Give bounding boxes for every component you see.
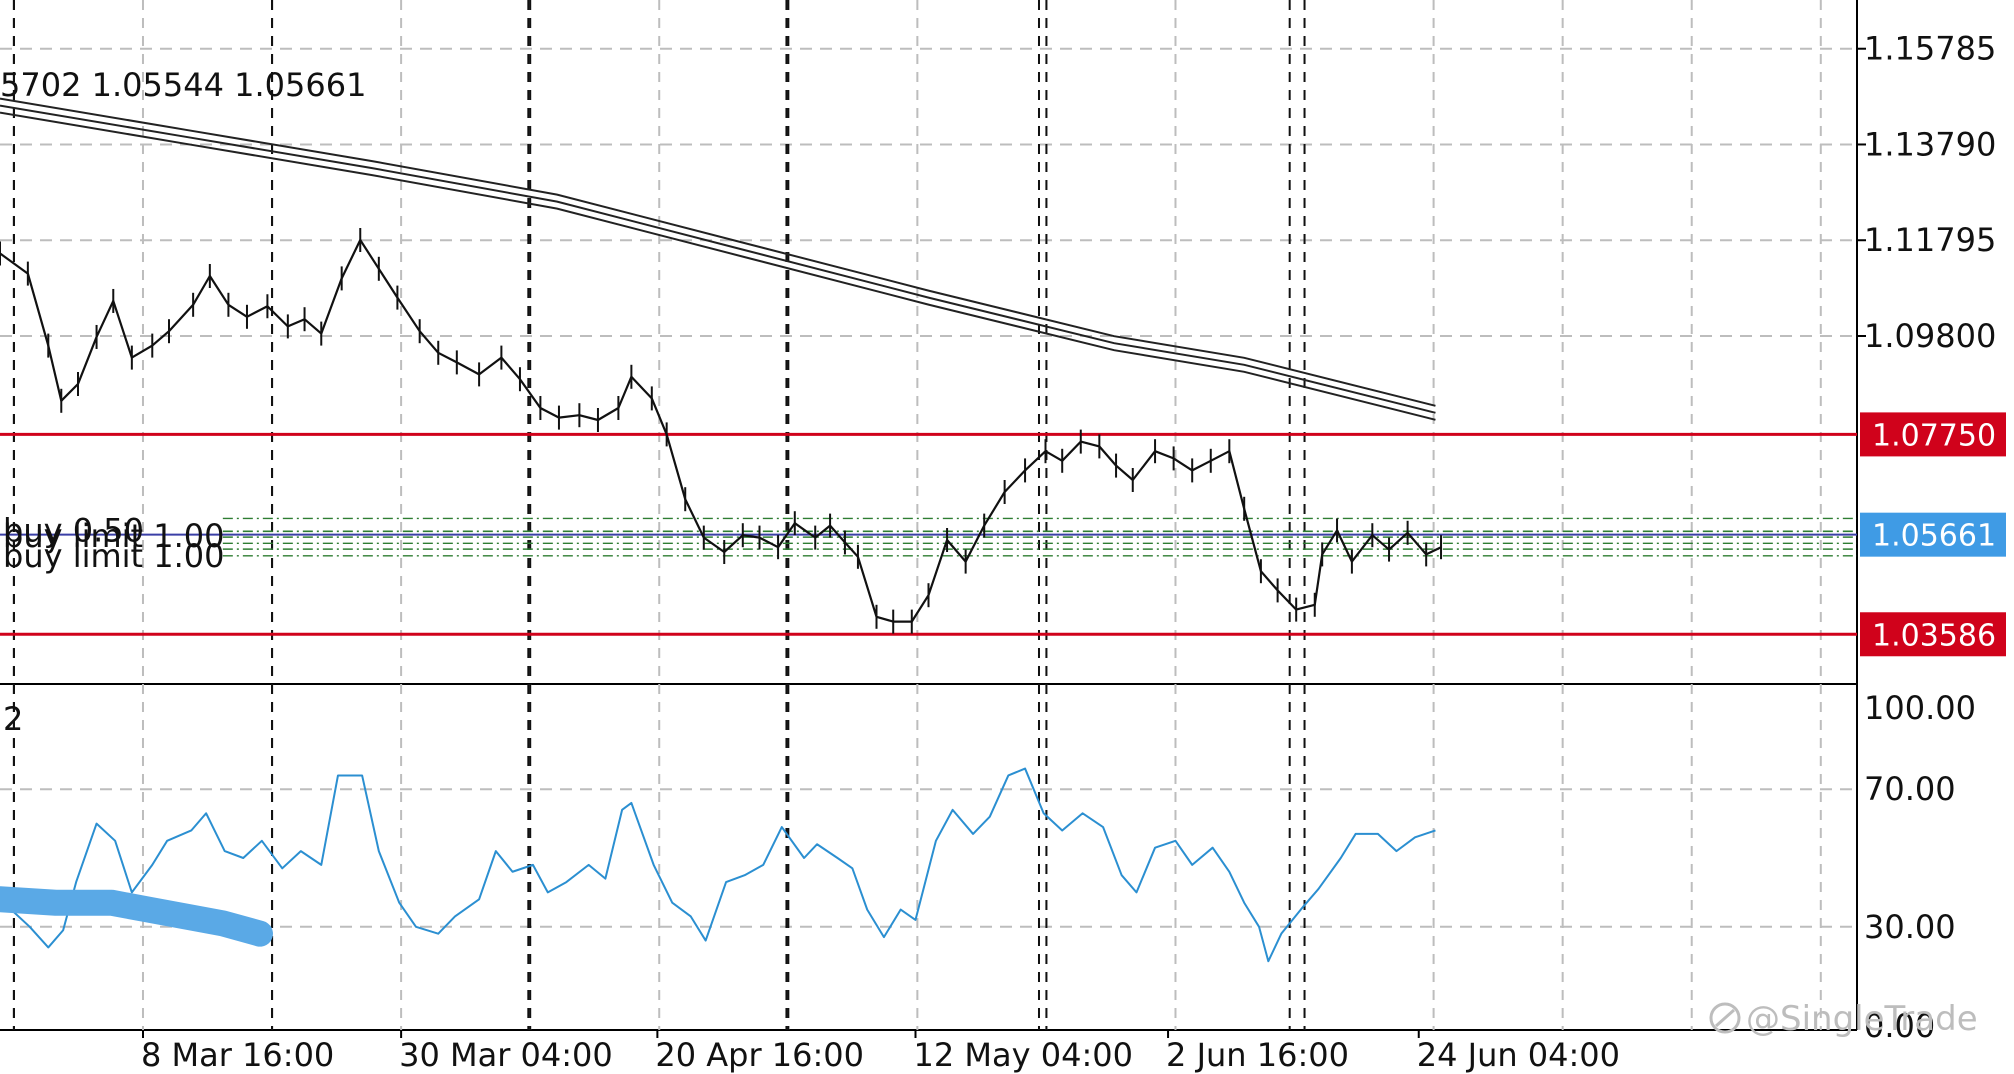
annotation-stroke — [0, 886, 273, 947]
oscillator-tick-label-3: 0.00 — [1864, 1007, 1935, 1045]
price-tag-resistance — [1860, 412, 2006, 457]
ohlc-readout: 5702 1.05544 1.05661 — [0, 66, 366, 104]
watermark-icon — [1709, 1002, 1741, 1034]
time-tick-label-1: 30 Mar 04:00 — [399, 1036, 613, 1074]
order-label-2: buy limit 1.00 — [3, 537, 225, 575]
time-axis-ticks: 8 Mar 16:00 30 Mar 04:00 20 Apr 16:00 12 Ma… — [141, 1030, 1620, 1074]
order-label-0: buy 0.50 — [3, 511, 144, 549]
vertical-gridlines — [12, 0, 1822, 1030]
watermark-text: @SingleTrade — [1746, 999, 1978, 1039]
moving-average-line-0 — [0, 97, 1436, 407]
time-tick-label-2: 20 Apr 16:00 — [655, 1036, 864, 1074]
watermark: @SingleTrade — [1709, 999, 1978, 1039]
horizontal-gridlines — [0, 47, 1857, 928]
price-tick-label-2: 1.11795 — [1864, 221, 1996, 259]
price-tag-support — [1860, 612, 2006, 657]
price-tick-label-3: 1.09800 — [1864, 317, 1996, 355]
price-series — [0, 97, 1443, 634]
oscillator-tick-label-0: 100.00 — [1864, 689, 1976, 727]
price-tag-label-resistance: 1.07750 — [1872, 418, 1996, 453]
price-tag-label-current: 1.05661 — [1872, 519, 1996, 554]
price-tick-label-0: 1.15785 — [1864, 30, 1996, 68]
oscillator-axis-ticks: 100.00 70.00 30.00 0.00 — [1864, 689, 1976, 1045]
oscillator-tick-label-2: 30.00 — [1864, 908, 1956, 946]
moving-average-line-1 — [0, 104, 1436, 414]
oscillator-line — [0, 767, 1436, 963]
price-tag-label-support: 1.03586 — [1872, 618, 1996, 653]
price-tag-current — [1860, 512, 2006, 557]
price-tick-label-1: 1.13790 — [1864, 125, 1996, 163]
oscillator-series — [0, 767, 1436, 963]
order-label-1: buy limit 1.00 — [3, 517, 225, 555]
moving-average-line-2 — [0, 111, 1436, 421]
freehand-annotation — [0, 886, 273, 947]
indicator-label: 2 — [3, 700, 23, 738]
order-lines — [222, 517, 1857, 557]
price-levels — [0, 432, 1857, 636]
price-tags: 1.07750 1.05661 1.03586 — [1860, 412, 2006, 657]
time-tick-label-4: 2 Jun 16:00 — [1166, 1036, 1349, 1074]
time-tick-label-0: 8 Mar 16:00 — [141, 1036, 334, 1074]
time-tick-label-5: 24 Jun 04:00 — [1417, 1036, 1620, 1074]
time-tick-label-3: 12 May 04:00 — [914, 1036, 1133, 1074]
price-axis-ticks: 1.15785 1.13790 1.11795 1.09800 — [1857, 30, 1996, 355]
oscillator-tick-label-1: 70.00 — [1864, 770, 1956, 808]
price-line — [0, 238, 1442, 623]
